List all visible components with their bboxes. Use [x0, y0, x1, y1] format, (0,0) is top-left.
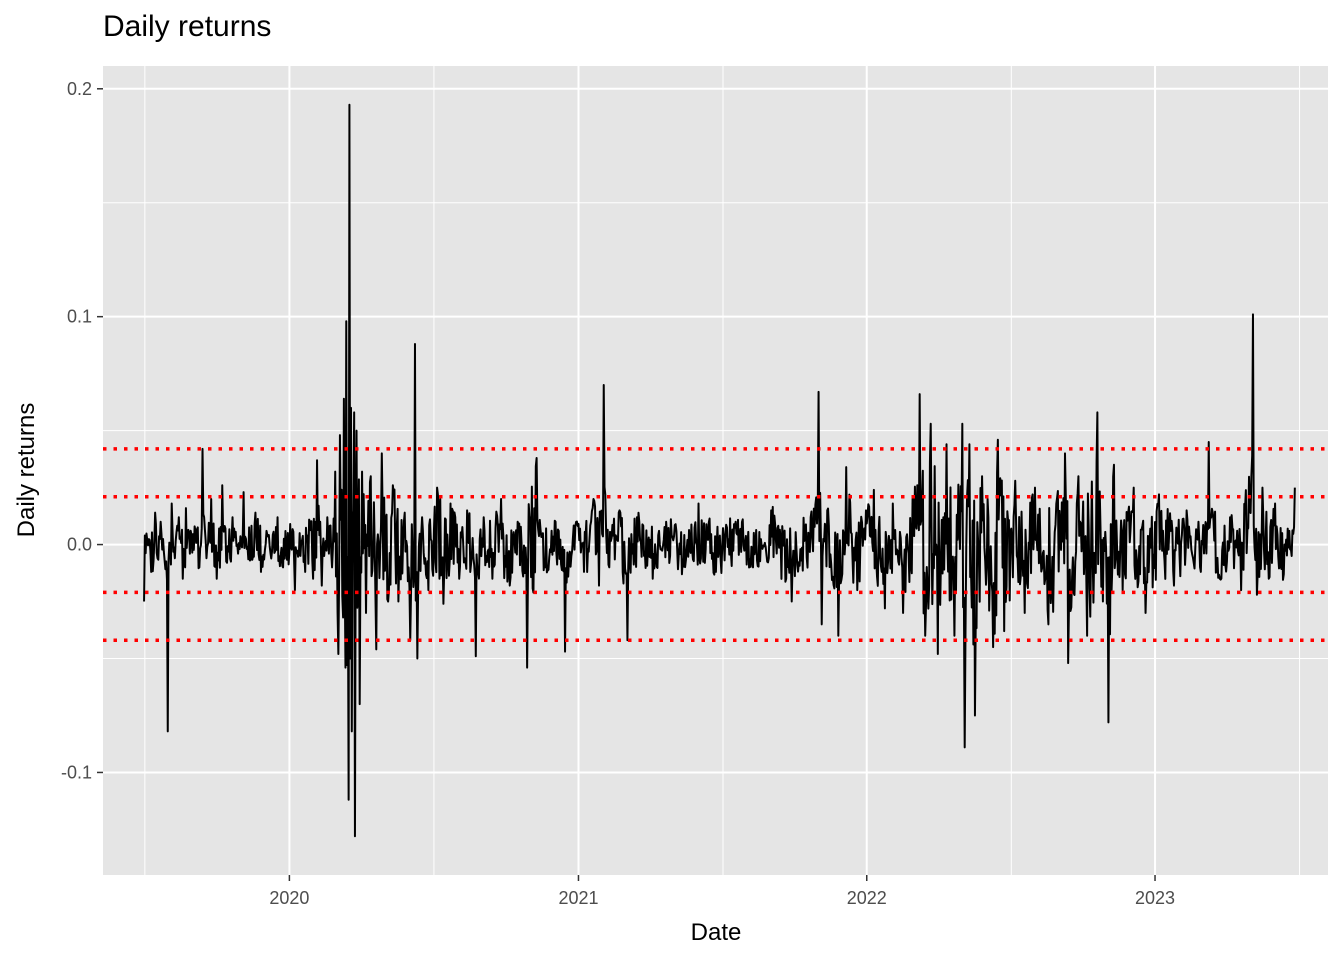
y-axis: -0.1 0.0 0.1 0.2 — [61, 79, 103, 782]
x-tick-label: 2020 — [269, 888, 309, 908]
chart-title: Daily returns — [103, 10, 272, 43]
x-tick-label: 2023 — [1135, 888, 1175, 908]
y-tick-label: -0.1 — [61, 762, 92, 782]
plot-panel — [103, 66, 1328, 875]
x-tick-label: 2022 — [847, 888, 887, 908]
y-axis-title: Daily returns — [13, 403, 40, 538]
y-tick-label: 0.0 — [67, 535, 92, 555]
x-axis: 2020 2021 2022 2023 — [269, 875, 1175, 908]
reference-lines — [103, 447, 1328, 643]
x-tick-label: 2021 — [558, 888, 598, 908]
minor-grid — [103, 66, 1328, 875]
x-axis-title: Date — [691, 919, 742, 946]
y-tick-label: 0.2 — [67, 79, 92, 99]
y-tick-label: 0.1 — [67, 307, 92, 327]
